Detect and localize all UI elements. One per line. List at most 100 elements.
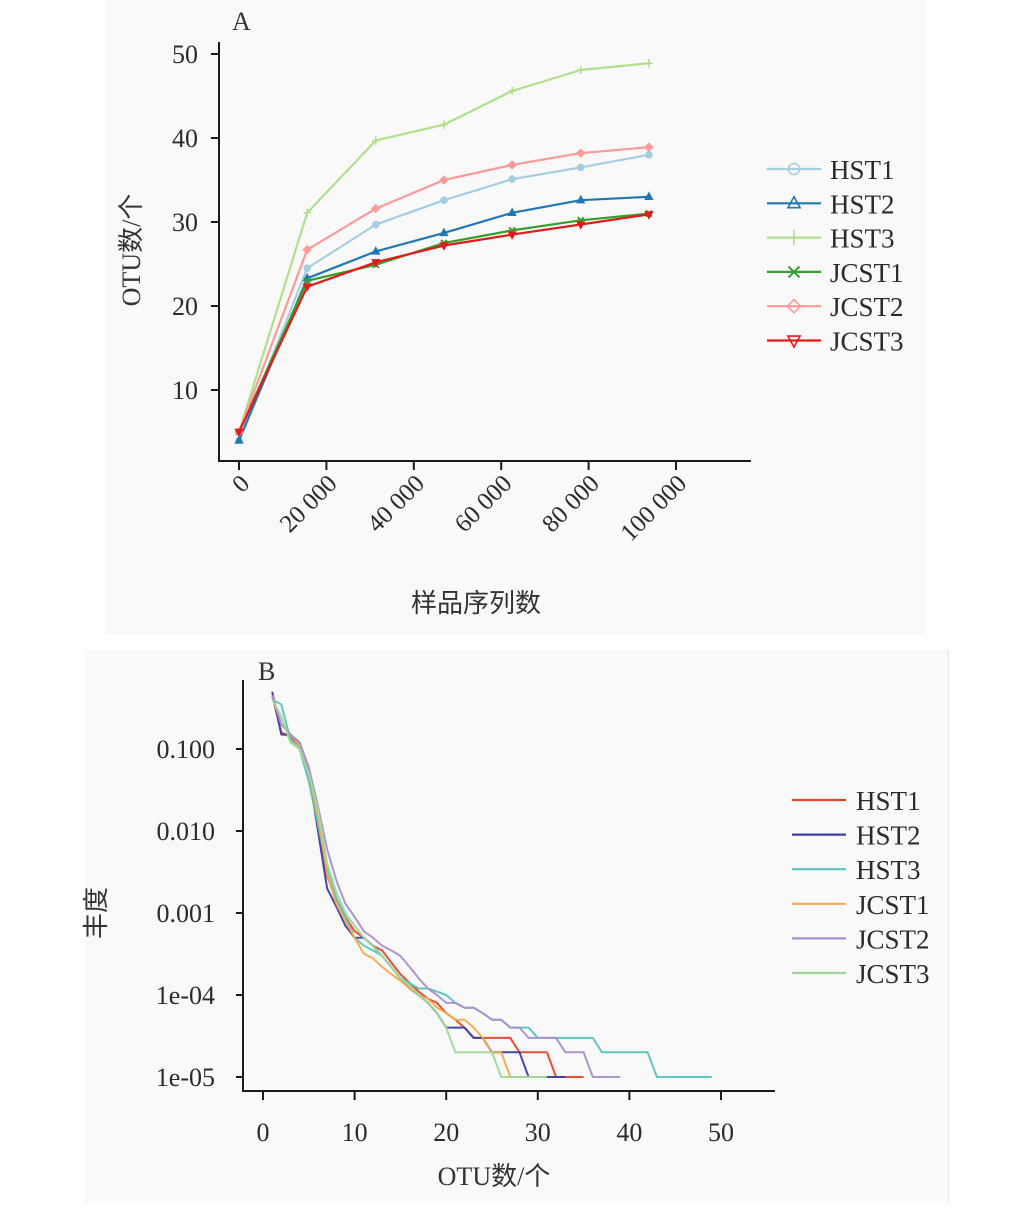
chart-b-y-tick-label: 0.100 bbox=[157, 735, 216, 764]
panel-a-rarefaction-curve bbox=[105, 0, 925, 634]
chart-b-legend-label: HST1 bbox=[856, 786, 921, 816]
chart-a-series-jcst3 bbox=[234, 211, 654, 438]
chart-b-series-hst1 bbox=[271, 695, 584, 1078]
chart-b-y-ticks: 0.100 0.010 0.001 1e-04 1e-05 bbox=[156, 735, 243, 1092]
chart-a-point-hst3 bbox=[372, 136, 380, 145]
chart-a-panel-label: A bbox=[232, 7, 251, 36]
chart-a-line-jcst2 bbox=[237, 146, 649, 433]
chart-a-point-hst1 bbox=[508, 175, 516, 183]
chart-b-legend-item-jcst3: JCST3 bbox=[792, 959, 930, 989]
chart-b-legend-item-jcst2: JCST2 bbox=[792, 924, 930, 954]
chart-a-point-jcst3 bbox=[302, 283, 312, 292]
chart-a-legend-label: JCST3 bbox=[830, 327, 904, 357]
chart-a-point-jcst3 bbox=[234, 428, 244, 438]
chart-a-x-tick-label: 100 000 bbox=[616, 470, 693, 547]
chart-a-x-tick-label: 20 000 bbox=[275, 470, 343, 538]
chart-a-legend-item-jcst3: JCST3 bbox=[767, 327, 904, 357]
chart-b-legend-label: JCST3 bbox=[856, 959, 930, 989]
chart-a-legend: HST1 HST2 HST3 JCST1 JCST2 JCST3 bbox=[767, 155, 904, 357]
chart-a-legend-label: HST2 bbox=[830, 189, 895, 219]
chart-a-legend-marker-plus-icon bbox=[787, 229, 801, 246]
chart-b-x-tick-label: 50 bbox=[708, 1118, 734, 1147]
chart-a-series-hst3 bbox=[235, 59, 653, 437]
chart-a-point-hst1 bbox=[371, 220, 380, 229]
chart-b-line-hst1 bbox=[271, 695, 584, 1078]
chart-a-series bbox=[234, 59, 654, 445]
chart-b-legend-label: JCST1 bbox=[856, 890, 930, 920]
chart-a-legend-label: HST3 bbox=[830, 224, 895, 254]
chart-a-x-ticks: 0 20 000 40 000 60 000 80 000 100 000 bbox=[227, 461, 692, 547]
chart-a-point-hst3 bbox=[645, 59, 653, 68]
chart-b-panel-label: B bbox=[258, 657, 275, 686]
chart-b-legend-label: JCST2 bbox=[856, 924, 930, 954]
chart-a-point-jcst3 bbox=[507, 231, 517, 240]
chart-a-legend-marker-triangle-up-icon bbox=[786, 195, 802, 209]
chart-b-x-tick-label: 30 bbox=[525, 1118, 551, 1147]
chart-b-x-tick-label: 0 bbox=[257, 1118, 270, 1147]
chart-a-point-jcst2 bbox=[302, 244, 312, 255]
chart-b-x-ticks: 0 10 20 30 40 50 bbox=[257, 1091, 734, 1147]
chart-a-point-jcst2 bbox=[576, 148, 586, 158]
chart-b-legend-item-jcst1: JCST1 bbox=[792, 890, 930, 920]
chart-b-series bbox=[271, 691, 712, 1078]
chart-a-legend-item-jcst1: JCST1 bbox=[767, 258, 904, 288]
chart-a-point-jcst1 bbox=[303, 277, 311, 285]
chart-a-legend-marker-triangle-down-icon bbox=[786, 335, 802, 349]
chart-a-series-jcst2 bbox=[234, 142, 654, 437]
chart-b-x-tick-label: 10 bbox=[342, 1118, 368, 1147]
chart-a-point-hst2 bbox=[507, 207, 517, 216]
chart-a-point-hst2 bbox=[234, 435, 244, 444]
chart-a-point-hst3 bbox=[303, 208, 311, 217]
chart-b-series-jcst1 bbox=[271, 695, 547, 1078]
chart-b-y-tick-label: 0.010 bbox=[157, 817, 216, 846]
chart-b-line-jcst3 bbox=[271, 699, 547, 1078]
chart-a-legend-item-hst3: HST3 bbox=[767, 224, 895, 254]
chart-a-point-hst2 bbox=[371, 246, 381, 255]
chart-a-legend-item-jcst2: JCST2 bbox=[767, 292, 904, 322]
chart-b-line-jcst2 bbox=[271, 695, 621, 1078]
chart-b-series-jcst2 bbox=[271, 695, 621, 1078]
chart-b-y-axis-title: 丰度 bbox=[82, 887, 111, 939]
chart-a-point-hst3 bbox=[577, 65, 585, 75]
chart-a-legend-marker-diamond-icon bbox=[786, 298, 802, 314]
chart-a-y-axis-title: OTU数/个 bbox=[117, 194, 146, 307]
chart-b-y-tick-label: 1e-04 bbox=[156, 981, 215, 1010]
chart-a-point-jcst3 bbox=[371, 259, 381, 268]
chart-a-point-jcst2 bbox=[439, 175, 449, 185]
chart-b-y-tick-label: 0.001 bbox=[157, 899, 216, 928]
chart-a-x-tick-label: 80 000 bbox=[537, 470, 605, 538]
chart-b-legend-label: HST2 bbox=[856, 821, 921, 851]
panel-b-rank-abundance-curve bbox=[85, 650, 949, 1203]
chart-a-point-hst1 bbox=[576, 163, 585, 172]
chart-a-x-tick-label: 40 000 bbox=[362, 470, 430, 538]
chart-b-legend-item-hst3: HST3 bbox=[792, 855, 921, 885]
chart-a-legend-item-hst1: HST1 bbox=[767, 155, 895, 185]
chart-a-y-tick-label: 20 bbox=[172, 292, 198, 321]
chart-a-point-hst1 bbox=[645, 151, 653, 159]
chart-b-line-jcst1 bbox=[271, 695, 547, 1078]
chart-a-x-tick-label: 0 bbox=[227, 470, 255, 498]
chart-b-line-hst2 bbox=[271, 691, 566, 1078]
chart-a-point-jcst2 bbox=[507, 160, 517, 170]
chart-a-point-hst3 bbox=[440, 120, 448, 129]
chart-a-y-tick-label: 30 bbox=[172, 208, 198, 237]
chart-a-point-jcst3 bbox=[439, 242, 449, 251]
chart-a-point-jcst2 bbox=[371, 203, 381, 214]
chart-a-point-hst1 bbox=[303, 264, 311, 273]
chart-a-y-tick-label: 40 bbox=[172, 124, 198, 153]
chart-a-x-axis-title: 样品序列数 bbox=[411, 589, 541, 618]
chart-a-legend-label: JCST1 bbox=[830, 258, 904, 288]
chart-b-legend-label: HST3 bbox=[856, 855, 921, 885]
chart-a-point-hst2 bbox=[644, 191, 654, 200]
chart-b-x-axis-title: OTU数/个 bbox=[438, 1162, 551, 1191]
chart-b-series-jcst3 bbox=[271, 699, 547, 1078]
chart-a-point-jcst3 bbox=[576, 221, 586, 230]
chart-a-legend-marker-x-icon bbox=[787, 265, 801, 279]
chart-a-legend-marker-circle-icon bbox=[787, 162, 801, 176]
chart-a-y-tick-label: 50 bbox=[172, 40, 198, 69]
chart-b-legend-item-hst2: HST2 bbox=[792, 821, 921, 851]
chart-a-legend-item-hst2: HST2 bbox=[767, 189, 895, 219]
chart-a-point-jcst3 bbox=[644, 211, 654, 220]
